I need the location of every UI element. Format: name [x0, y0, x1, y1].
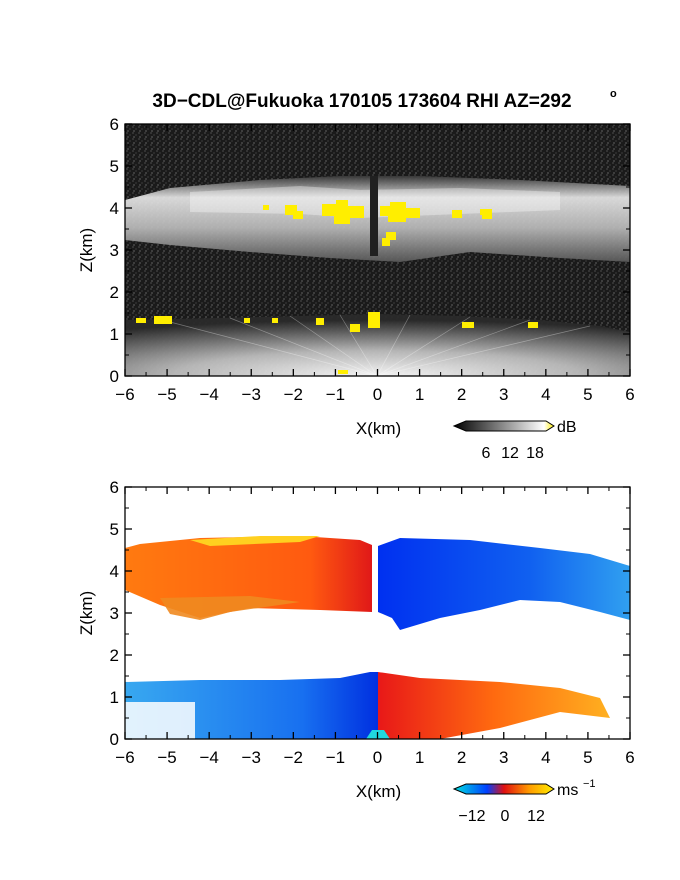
reflectivity-axes: −6 −5 −4 −3 −2 −1 0 1 2 3 4 5 6 0 1 2 3 4 5 6 X(km) Z(km)	[77, 115, 635, 438]
velocity-x-tick-label: 2	[457, 748, 466, 767]
upper-layer-fringe-left	[160, 596, 300, 620]
reflectivity-x-tick-label: 3	[499, 385, 508, 404]
velocity-x-tick-label: 5	[583, 748, 592, 767]
reflectivity-y-tick-label: 2	[110, 283, 119, 302]
velocity-y-tick-label: 0	[110, 730, 119, 749]
velocity-colorbar-tick-12: 12	[527, 808, 545, 825]
reflectivity-colorbar-tick-12: 12	[501, 445, 519, 462]
reflectivity-x-tick-label: −3	[242, 385, 261, 404]
figure-title: 3D−CDL@Fukuoka 170105 173604 RHI AZ=292	[152, 91, 571, 112]
reflectivity-x-tick-label: 2	[457, 385, 466, 404]
reflectivity-y-tick-label: 4	[110, 199, 119, 218]
velocity-colorbar-tick-0: 0	[501, 808, 510, 825]
reflectivity-x-tick-label: −5	[157, 385, 176, 404]
velocity-x-tick-label: −4	[199, 748, 218, 767]
reflectivity-x-tick-label: −1	[326, 385, 345, 404]
velocity-x-tick-label: −6	[115, 748, 134, 767]
lower-layer-receding	[378, 672, 610, 739]
velocity-y-tick-label: 3	[110, 604, 119, 623]
velocity-image	[125, 487, 630, 739]
velocity-x-tick-label: −1	[326, 748, 345, 767]
velocity-y-tick-label: 2	[110, 646, 119, 665]
velocity-x-axis-label: X(km)	[356, 782, 401, 801]
lower-layer-dropout	[125, 702, 195, 739]
reflectivity-y-axis-label: Z(km)	[77, 228, 96, 272]
reflectivity-y-tick-label: 1	[110, 325, 119, 344]
velocity-axes: −6 −5 −4 −3 −2 −1 0 1 2 3 4 5 6 0 1 2 3 4 5 6 X(km) Z(km)	[77, 478, 635, 801]
reflectivity-y-tick-label: 5	[110, 157, 119, 176]
reflectivity-x-tick-label: −6	[115, 385, 134, 404]
velocity-x-tick-label: 1	[415, 748, 424, 767]
reflectivity-y-tick-label: 0	[110, 367, 119, 386]
fan-ray-lines	[169, 314, 591, 376]
reflectivity-colorbar: dB 6 12 18	[452, 419, 577, 462]
velocity-x-tick-label: −5	[157, 748, 176, 767]
reflectivity-panel: −6 −5 −4 −3 −2 −1 0 1 2 3 4 5 6 0 1 2 3 4 5 6 X(km) Z(km)	[77, 115, 635, 438]
velocity-x-tick-label: 0	[373, 748, 382, 767]
reflectivity-y-tick-label: 6	[110, 115, 119, 134]
reflectivity-x-tick-label: 1	[415, 385, 424, 404]
velocity-colorbar-unit-exponent: −1	[583, 778, 596, 790]
velocity-colorbar-unit: ms	[557, 782, 578, 799]
velocity-y-tick-label: 4	[110, 562, 119, 581]
reflectivity-colorbar-tick-18: 18	[526, 445, 544, 462]
reflectivity-image	[125, 124, 630, 376]
velocity-x-tick-label: −2	[284, 748, 303, 767]
beam-blockage-gap	[370, 176, 378, 256]
velocity-y-axis-label: Z(km)	[77, 591, 96, 635]
reflectivity-x-tick-label: 5	[583, 385, 592, 404]
reflectivity-colorbar-bar	[452, 420, 555, 432]
reflectivity-x-tick-label: −4	[199, 385, 218, 404]
velocity-y-tick-label: 6	[110, 478, 119, 497]
reflectivity-colorbar-tick-6: 6	[482, 445, 491, 462]
velocity-colorbar: ms −1 −12 0 12	[452, 778, 596, 825]
velocity-colorbar-bar	[452, 783, 555, 795]
velocity-y-tick-label: 1	[110, 688, 119, 707]
upper-layer-approaching	[378, 538, 630, 630]
reflectivity-x-tick-label: 6	[625, 385, 634, 404]
velocity-x-tick-label: 3	[499, 748, 508, 767]
reflectivity-x-tick-label: 4	[541, 385, 550, 404]
velocity-y-tick-label: 5	[110, 520, 119, 539]
velocity-x-tick-label: 4	[541, 748, 550, 767]
reflectivity-x-tick-label: 0	[373, 385, 382, 404]
velocity-x-tick-label: 6	[625, 748, 634, 767]
upper-layer-top-fringe	[190, 536, 320, 546]
lower-fan-echo	[125, 314, 630, 376]
reflectivity-x-tick-label: −2	[284, 385, 303, 404]
velocity-x-tick-label: −3	[242, 748, 261, 767]
saturated-echo-patches	[136, 200, 538, 374]
reflectivity-x-axis-label: X(km)	[356, 419, 401, 438]
velocity-colorbar-tick-neg12: −12	[458, 808, 485, 825]
reflectivity-colorbar-unit: dB	[557, 419, 577, 436]
reflectivity-y-tick-label: 3	[110, 241, 119, 260]
velocity-panel: −6 −5 −4 −3 −2 −1 0 1 2 3 4 5 6 0 1 2 3 4 5 6 X(km) Z(km)	[77, 478, 635, 801]
title-degree-symbol: o	[610, 88, 617, 100]
